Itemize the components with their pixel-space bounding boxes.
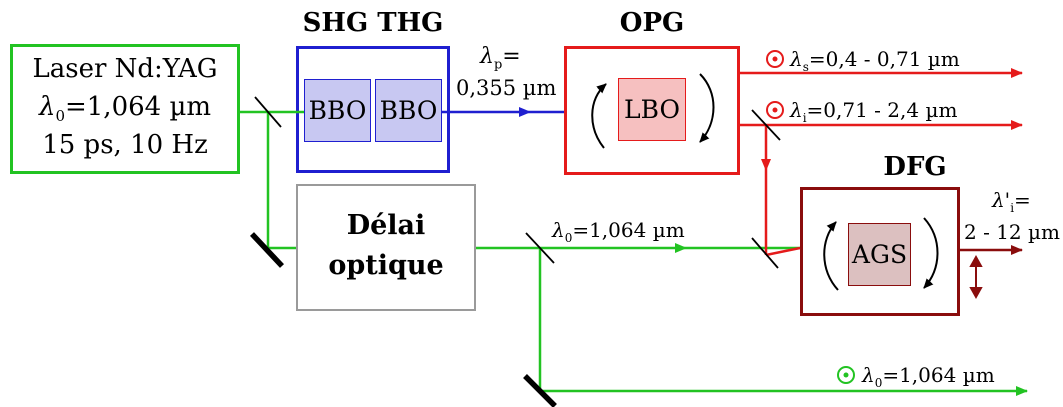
beam-splitter-1 — [254, 96, 282, 128]
mirror-2 — [523, 374, 557, 407]
fundamental-mid-label: λ0=1,064 µm — [552, 218, 685, 245]
dfg-output-range: 2 - 12 µm — [964, 220, 1060, 244]
shg-thg-box — [296, 46, 450, 173]
opg-title: OPG — [619, 8, 685, 38]
dfg-box — [800, 187, 960, 316]
laser-label-line1: Laser Nd:YAG — [32, 54, 218, 84]
idler-label: λi=0,71 - 2,4 µm — [790, 98, 958, 125]
opg-rotation-arrow-left — [591, 83, 607, 149]
pump-wavelength: 0,355 µm — [456, 76, 557, 100]
lbo-crystal: LBO — [618, 78, 686, 141]
shg-thg-title: SHG THG — [302, 8, 444, 38]
dfg-rotation-arrow-right — [923, 217, 939, 289]
polarization-vertical-arrow — [969, 254, 983, 300]
mirror-1 — [249, 232, 285, 268]
polarization-dot-idler — [766, 101, 784, 119]
dfg-rotation-arrow-left — [823, 221, 839, 291]
delay-label-line1: Délai — [346, 210, 426, 241]
laser-wavelength: λ0=1,064 µm — [38, 92, 212, 126]
opg-rotation-arrow-right — [699, 73, 715, 143]
ags-crystal: AGS — [848, 223, 911, 286]
dfg-output-symbol: λ'i= — [992, 188, 1031, 215]
beam-idler-to-dfg — [765, 246, 801, 257]
pump-symbol: λp= — [480, 44, 521, 73]
beam-splitter-4 — [751, 237, 779, 269]
beam-splitter-3 — [751, 109, 781, 141]
fundamental-out-label: λ0=1,064 µm — [862, 363, 995, 390]
polarization-dot-fundamental — [837, 366, 855, 384]
bbo-crystal-1: BBO — [304, 79, 371, 142]
dfg-title: DFG — [883, 152, 947, 182]
laser-label-line3: 15 ps, 10 Hz — [42, 130, 208, 160]
delay-label-line2: optique — [328, 250, 444, 281]
signal-label: λs=0,4 - 0,71 µm — [790, 47, 960, 74]
laser-box — [10, 44, 240, 174]
beam-splitter-2 — [525, 232, 555, 264]
polarization-dot-signal — [766, 50, 784, 68]
opg-box — [564, 46, 740, 175]
delay-box — [296, 184, 476, 311]
bbo-crystal-2: BBO — [375, 79, 442, 142]
